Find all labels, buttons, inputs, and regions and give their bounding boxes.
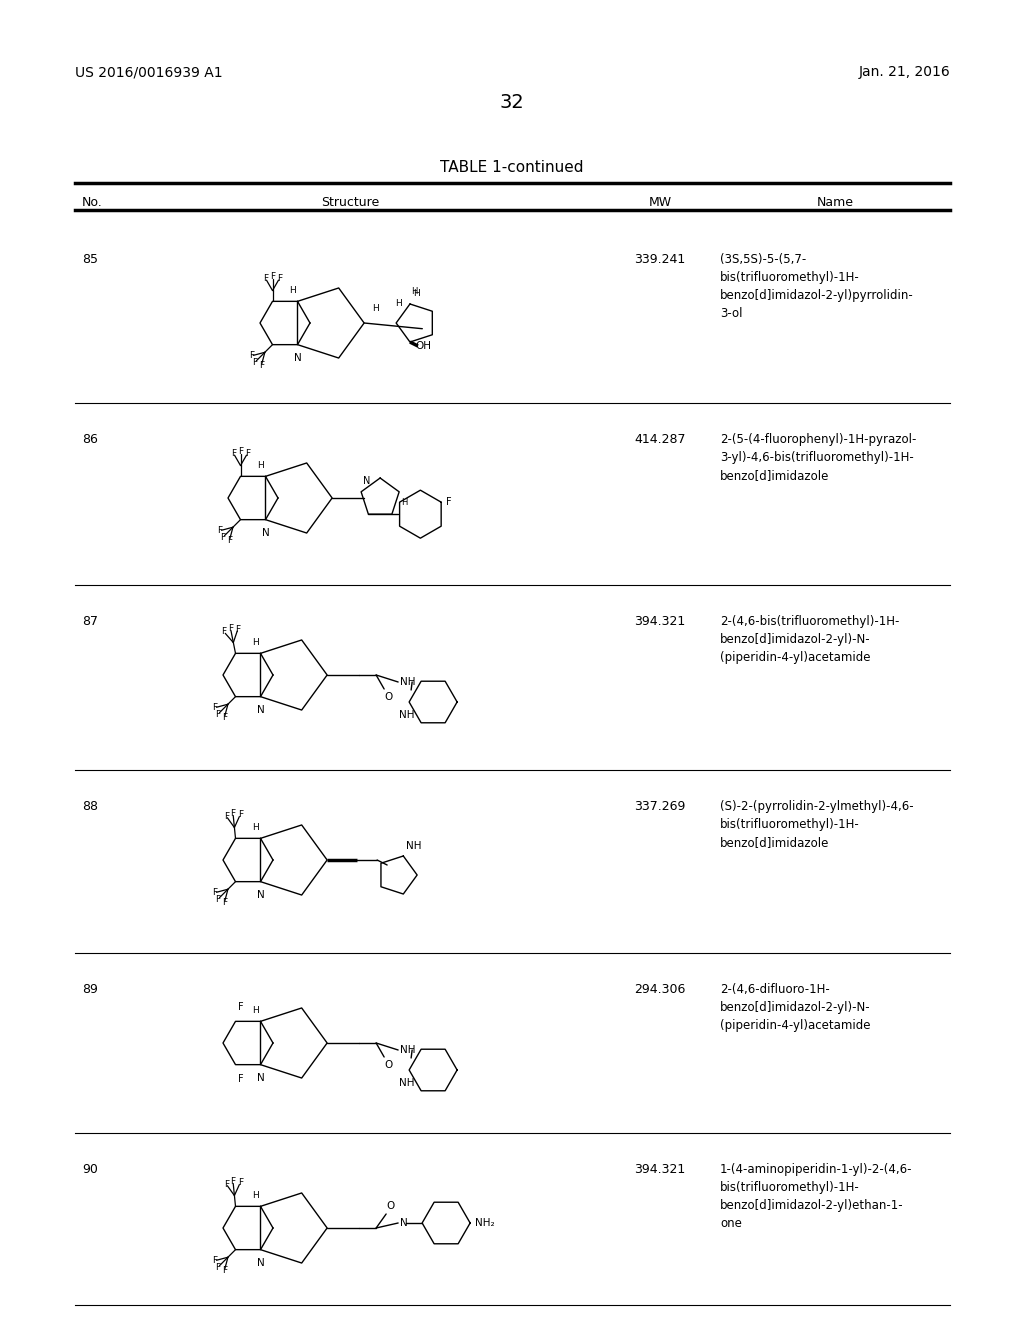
Text: F: F bbox=[249, 351, 254, 360]
Text: N: N bbox=[261, 528, 269, 537]
Text: F: F bbox=[230, 809, 236, 818]
Text: 88: 88 bbox=[82, 800, 98, 813]
Text: N: N bbox=[257, 890, 264, 900]
Text: F: F bbox=[238, 1179, 243, 1187]
Text: 1-(4-aminopiperidin-1-yl)-2-(4,6-
bis(trifluoromethyl)-1H-
benzo[d]imidazol-2-yl: 1-(4-aminopiperidin-1-yl)-2-(4,6- bis(tr… bbox=[720, 1163, 912, 1230]
Text: MW: MW bbox=[648, 195, 672, 209]
Text: F: F bbox=[238, 447, 243, 455]
Text: Jan. 21, 2016: Jan. 21, 2016 bbox=[858, 65, 950, 79]
Text: Structure: Structure bbox=[321, 195, 379, 209]
Text: F: F bbox=[217, 527, 222, 536]
Text: H: H bbox=[252, 824, 258, 833]
Text: F: F bbox=[212, 1257, 217, 1266]
Text: H: H bbox=[252, 1192, 258, 1200]
Text: NH: NH bbox=[400, 677, 416, 686]
Text: F: F bbox=[238, 1073, 244, 1084]
Text: O: O bbox=[384, 1060, 392, 1071]
Text: F: F bbox=[223, 812, 228, 821]
Text: F: F bbox=[226, 536, 231, 545]
Text: 414.287: 414.287 bbox=[634, 433, 686, 446]
Text: H: H bbox=[257, 462, 263, 470]
Text: No.: No. bbox=[82, 195, 102, 209]
Text: F: F bbox=[270, 272, 275, 281]
Text: F: F bbox=[223, 1180, 228, 1188]
Text: F: F bbox=[252, 358, 257, 367]
Text: H: H bbox=[252, 639, 258, 647]
Text: N: N bbox=[400, 1218, 408, 1228]
Text: F: F bbox=[245, 449, 250, 458]
Text: 2-(4,6-bis(trifluoromethyl)-1H-
benzo[d]imidazol-2-yl)-N-
(piperidin-4-yl)acetam: 2-(4,6-bis(trifluoromethyl)-1H- benzo[d]… bbox=[720, 615, 899, 664]
Text: NH₂: NH₂ bbox=[475, 1218, 495, 1228]
Text: N: N bbox=[294, 352, 301, 363]
Text: F: F bbox=[222, 1266, 227, 1275]
Text: F: F bbox=[212, 888, 217, 898]
Text: N: N bbox=[364, 475, 371, 486]
Text: H: H bbox=[395, 300, 401, 308]
Text: 394.321: 394.321 bbox=[635, 615, 686, 628]
Text: 2-(4,6-difluoro-1H-
benzo[d]imidazol-2-yl)-N-
(piperidin-4-yl)acetamide: 2-(4,6-difluoro-1H- benzo[d]imidazol-2-y… bbox=[720, 983, 870, 1032]
Text: NH: NH bbox=[399, 710, 415, 719]
Text: N: N bbox=[257, 1073, 264, 1082]
Text: N: N bbox=[257, 705, 264, 714]
Text: Name: Name bbox=[816, 195, 853, 209]
Text: H: H bbox=[401, 498, 408, 507]
Text: F: F bbox=[263, 275, 268, 282]
Text: F: F bbox=[228, 624, 233, 634]
Text: O: O bbox=[386, 1201, 394, 1210]
Text: F: F bbox=[221, 627, 226, 636]
Text: F: F bbox=[222, 898, 227, 907]
Text: F: F bbox=[238, 810, 243, 820]
Text: F: F bbox=[216, 895, 221, 903]
Text: 32: 32 bbox=[500, 92, 524, 112]
Text: 90: 90 bbox=[82, 1163, 98, 1176]
Text: 394.321: 394.321 bbox=[635, 1163, 686, 1176]
Text: N: N bbox=[257, 1258, 264, 1267]
Text: F: F bbox=[231, 449, 237, 458]
Text: H: H bbox=[289, 286, 296, 296]
Text: F: F bbox=[222, 713, 227, 722]
Text: 85: 85 bbox=[82, 253, 98, 267]
Text: 86: 86 bbox=[82, 433, 98, 446]
Text: F: F bbox=[276, 275, 282, 282]
Text: H: H bbox=[413, 289, 420, 298]
Text: H: H bbox=[411, 286, 418, 296]
Text: 2-(5-(4-fluorophenyl)-1H-pyrazol-
3-yl)-4,6-bis(trifluoromethyl)-1H-
benzo[d]imi: 2-(5-(4-fluorophenyl)-1H-pyrazol- 3-yl)-… bbox=[720, 433, 916, 482]
Text: US 2016/0016939 A1: US 2016/0016939 A1 bbox=[75, 65, 222, 79]
Text: F: F bbox=[212, 704, 217, 713]
Text: 294.306: 294.306 bbox=[634, 983, 686, 997]
Text: H: H bbox=[252, 1006, 258, 1015]
Text: 339.241: 339.241 bbox=[635, 253, 686, 267]
Text: (3S,5S)-5-(5,7-
bis(trifluoromethyl)-1H-
benzo[d]imidazol-2-yl)pyrrolidin-
3-ol: (3S,5S)-5-(5,7- bis(trifluoromethyl)-1H-… bbox=[720, 253, 913, 319]
Text: (S)-2-(pyrrolidin-2-ylmethyl)-4,6-
bis(trifluoromethyl)-1H-
benzo[d]imidazole: (S)-2-(pyrrolidin-2-ylmethyl)-4,6- bis(t… bbox=[720, 800, 913, 849]
Text: F: F bbox=[216, 1262, 221, 1271]
Text: O: O bbox=[384, 692, 392, 702]
Text: 87: 87 bbox=[82, 615, 98, 628]
Text: 89: 89 bbox=[82, 983, 98, 997]
Text: F: F bbox=[238, 1002, 244, 1012]
Text: F: F bbox=[216, 710, 221, 718]
Text: 337.269: 337.269 bbox=[634, 800, 686, 813]
Text: OH: OH bbox=[415, 341, 431, 351]
Text: NH: NH bbox=[399, 1078, 415, 1088]
Text: NH: NH bbox=[400, 1045, 416, 1055]
Text: TABLE 1-continued: TABLE 1-continued bbox=[440, 160, 584, 176]
Text: F: F bbox=[220, 532, 225, 541]
Text: F: F bbox=[236, 624, 241, 634]
Text: F: F bbox=[259, 362, 264, 371]
Text: H: H bbox=[372, 304, 379, 313]
Text: F: F bbox=[230, 1177, 236, 1187]
Text: NH: NH bbox=[407, 841, 422, 851]
Text: F: F bbox=[446, 498, 452, 507]
